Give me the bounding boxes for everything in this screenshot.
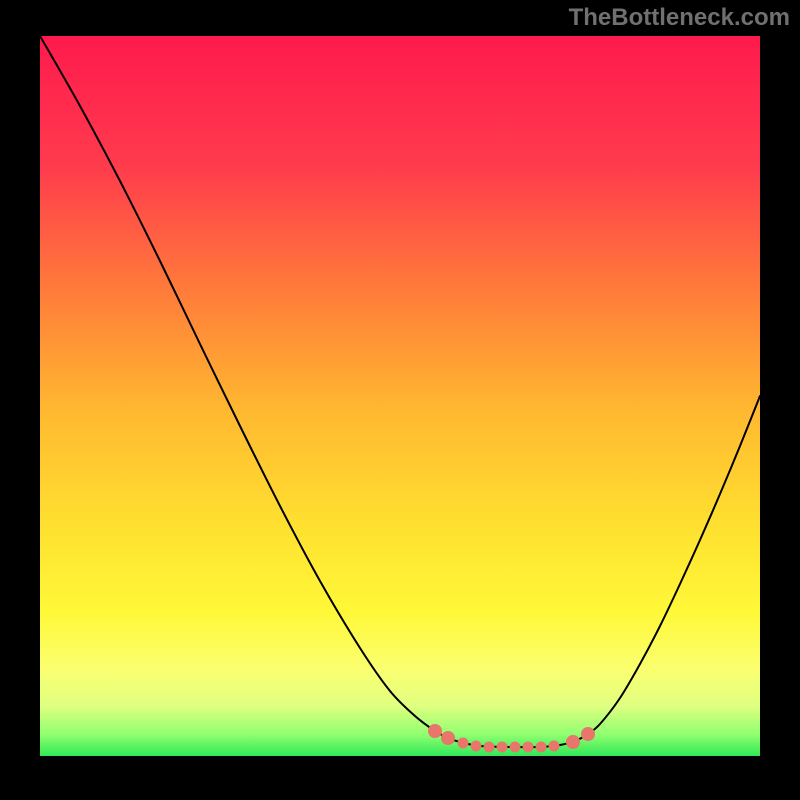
- marker-dot: [441, 731, 455, 745]
- marker-dot: [581, 727, 595, 741]
- marker-dot: [549, 741, 560, 752]
- marker-dot: [497, 742, 508, 753]
- marker-dot: [428, 724, 442, 738]
- curve-markers: [428, 724, 595, 753]
- marker-dot: [471, 741, 482, 752]
- marker-dot: [536, 742, 547, 753]
- curve-layer: [40, 36, 760, 756]
- plot-area: [40, 36, 760, 756]
- chart-container: TheBottleneck.com: [0, 0, 800, 800]
- marker-dot: [510, 742, 521, 753]
- marker-dot: [484, 742, 495, 753]
- marker-dot: [566, 735, 580, 749]
- marker-dot: [523, 742, 534, 753]
- bottleneck-curve: [40, 36, 760, 747]
- watermark-text: TheBottleneck.com: [569, 4, 790, 32]
- marker-dot: [458, 738, 469, 749]
